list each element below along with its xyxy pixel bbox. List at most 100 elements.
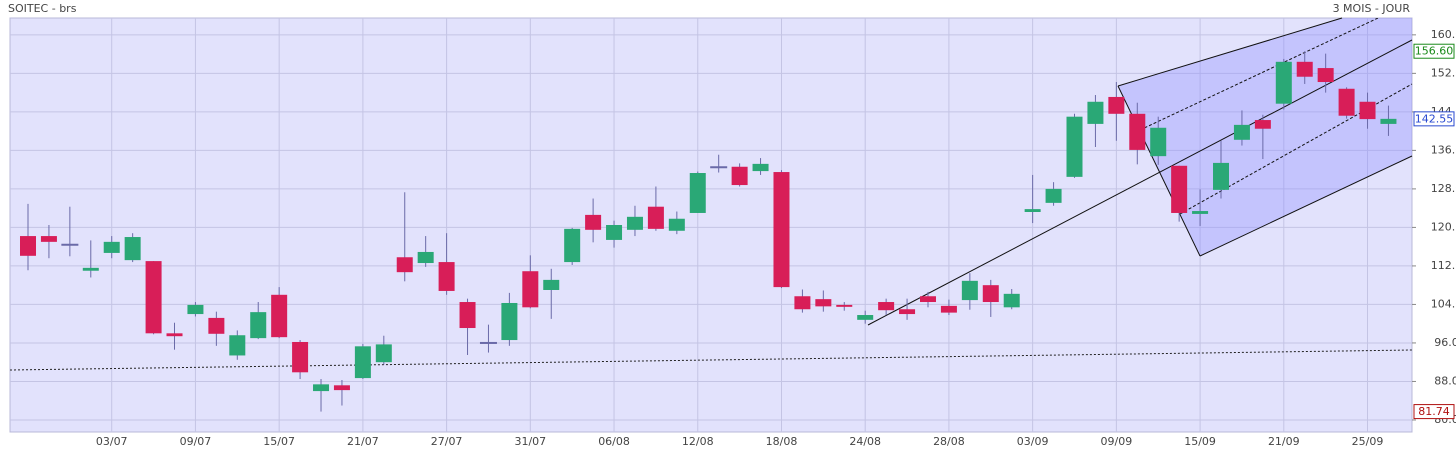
chart-subtitle: 3 MOIS - JOUR [1333, 2, 1411, 15]
price-marker-label: 81.74 [1418, 405, 1450, 418]
candle-body [1003, 293, 1020, 308]
candle-body [1275, 61, 1292, 104]
candle-body [313, 384, 330, 392]
price-marker-box [1413, 111, 1455, 127]
candle-body [668, 218, 685, 231]
x-tick-label: 06/08 [598, 435, 630, 448]
candle-body [61, 243, 79, 246]
x-tick-label: 03/07 [96, 435, 128, 448]
candle-body [982, 285, 999, 303]
candle-body [354, 346, 371, 379]
candle-body [836, 304, 853, 307]
x-tick-label: 24/08 [849, 435, 881, 448]
candle-body [606, 225, 623, 240]
x-tick-label: 31/07 [514, 435, 546, 448]
candle-body [438, 262, 455, 291]
y-tick-label: 104.00 [1431, 297, 1456, 310]
channel-bottom [1199, 155, 1413, 257]
channel-fill [1118, 18, 1412, 256]
candle-body [647, 206, 664, 229]
candle-body [961, 280, 978, 301]
candle-body [145, 261, 162, 334]
x-tick-label: 12/08 [682, 435, 714, 448]
support-line [9, 349, 1413, 371]
candle-body [1233, 124, 1250, 140]
candle-body [1254, 120, 1271, 129]
candle-body [375, 344, 392, 363]
candle-body [271, 294, 288, 338]
x-tick-label: 15/07 [263, 435, 295, 448]
candle-body [878, 302, 895, 311]
candle-body [1024, 209, 1041, 213]
x-tick-label: 09/07 [180, 435, 212, 448]
candle-body [752, 163, 769, 172]
y-tick-label: 96.00 [1434, 336, 1456, 349]
y-tick-label: 88.00 [1434, 374, 1456, 387]
x-tick-label: 25/09 [1352, 435, 1384, 448]
candle-body [166, 333, 183, 337]
x-tick-label: 03/09 [1017, 435, 1049, 448]
candle-body [710, 166, 728, 169]
candle-body [1150, 127, 1167, 157]
price-marker-box [1413, 404, 1455, 420]
y-tick-label: 152.00 [1431, 66, 1456, 79]
candle-body [124, 237, 141, 261]
candle-body [103, 241, 120, 253]
candle-body [857, 315, 874, 320]
candles [20, 51, 1397, 412]
x-tick-label: 27/07 [431, 435, 463, 448]
y-tick-label: 136.00 [1431, 143, 1456, 156]
price-marker-label: 142.55 [1415, 112, 1454, 125]
candle-body [459, 302, 476, 329]
candle-body [396, 257, 413, 273]
candle-body [773, 172, 790, 288]
candle-body [1171, 165, 1188, 213]
candle-body [543, 279, 560, 290]
plot-area [9, 17, 1413, 433]
candle-body [292, 341, 309, 373]
y-tick-label: 128.00 [1431, 182, 1456, 195]
channel-top [1117, 17, 1343, 87]
y-tick-label: 112.00 [1431, 259, 1456, 272]
candle-body [1192, 211, 1209, 214]
candle-body [333, 385, 350, 391]
candle-body [919, 296, 936, 303]
candle-body [1108, 96, 1125, 114]
candle-body [626, 216, 643, 230]
candle-body [940, 305, 957, 313]
y-tick-label: 120.00 [1431, 220, 1456, 233]
candle-body [1087, 101, 1104, 124]
candle-body [899, 309, 916, 315]
candle-body [417, 251, 434, 264]
candle-body [501, 302, 518, 341]
candle-body [815, 299, 832, 307]
candle-body [1338, 88, 1355, 116]
candle-body [208, 317, 225, 334]
candle-body [229, 335, 246, 356]
candle-body [1317, 68, 1334, 83]
candle-body [20, 236, 36, 256]
candle-body [731, 166, 748, 186]
candle-body [1045, 188, 1062, 203]
chart-title: SOITEC - brs [8, 2, 77, 15]
candle-body [187, 304, 204, 315]
trend-line [867, 39, 1413, 326]
candle-body [794, 296, 811, 310]
price-marker-label: 156.60 [1415, 45, 1454, 58]
x-tick-label: 15/09 [1184, 435, 1216, 448]
x-tick-label: 09/09 [1101, 435, 1133, 448]
candle-body [250, 312, 267, 339]
candle-body [1380, 118, 1397, 124]
candle-body [1129, 113, 1146, 150]
candle-body [689, 173, 706, 213]
candle-body [1359, 101, 1376, 120]
candle-body [82, 267, 99, 271]
candle-body [479, 341, 497, 344]
candle-body [585, 214, 602, 230]
candle-body [40, 236, 57, 242]
candle-body [1066, 116, 1083, 177]
x-tick-label: 21/07 [347, 435, 379, 448]
x-tick-label: 18/08 [766, 435, 798, 448]
